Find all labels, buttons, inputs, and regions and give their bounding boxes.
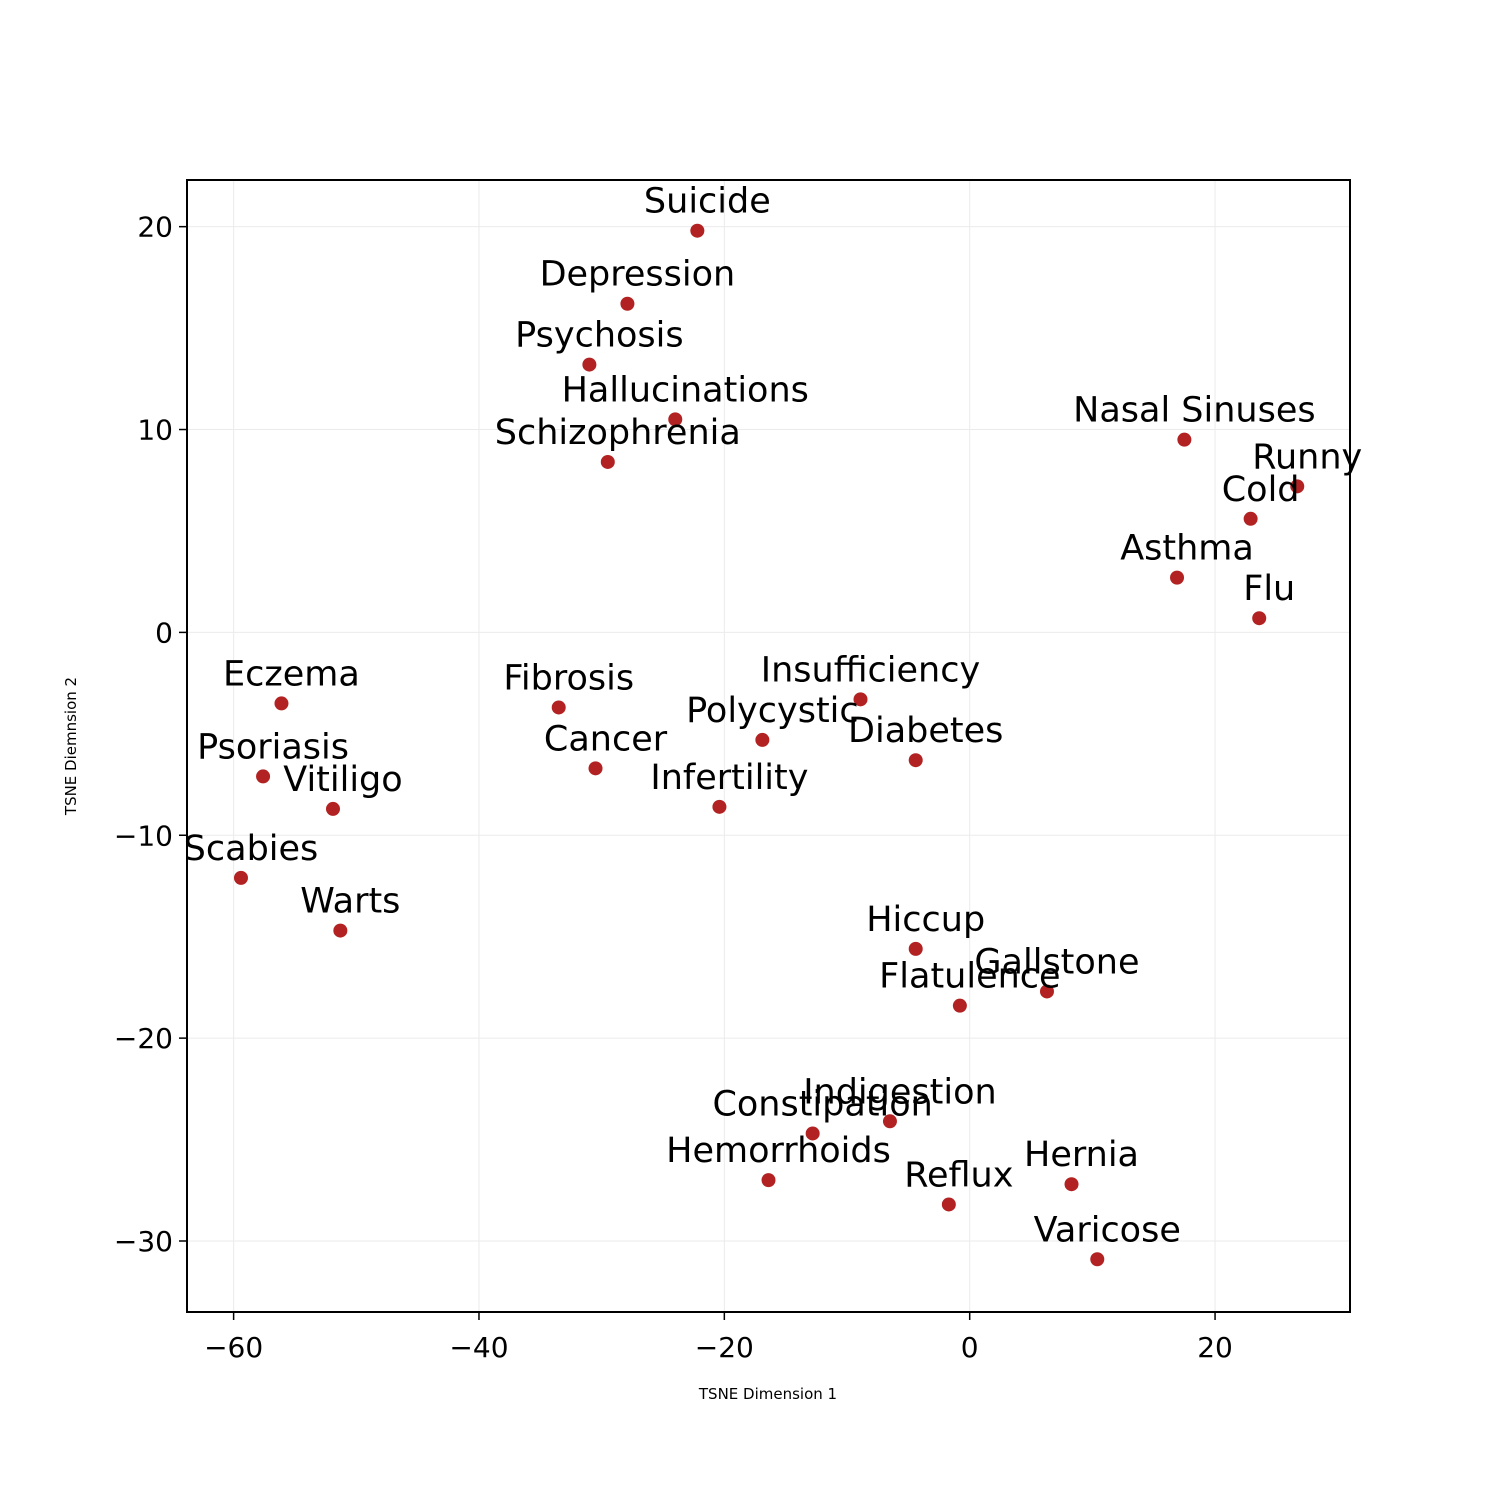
point-label: Hallucinations xyxy=(562,370,809,410)
data-point xyxy=(1064,1177,1079,1192)
data-point xyxy=(941,1197,956,1212)
x-tick-label: −40 xyxy=(449,1331,508,1364)
point-label: Flatulence xyxy=(879,957,1060,997)
y-tick-label: 10 xyxy=(137,414,173,447)
point-label: Diabetes xyxy=(848,711,1003,751)
data-point xyxy=(233,870,248,885)
data-point xyxy=(1177,432,1192,447)
point-label: Scabies xyxy=(184,829,319,869)
data-point xyxy=(908,941,923,956)
point-label: Vitiligo xyxy=(283,760,402,800)
point-label: Indigestion xyxy=(803,1072,996,1112)
point-label: Flu xyxy=(1243,569,1295,609)
y-tick-label: 0 xyxy=(155,616,173,649)
data-point xyxy=(1243,511,1258,526)
data-point xyxy=(333,923,348,938)
point-label: Cancer xyxy=(544,719,668,759)
data-point xyxy=(620,296,635,311)
point-label: Polycystic xyxy=(686,691,859,731)
point-label: Psoriasis xyxy=(197,727,349,767)
point-label: Eczema xyxy=(223,654,360,694)
data-point xyxy=(805,1126,820,1141)
point-label: Depression xyxy=(540,255,736,295)
x-tick-label: −20 xyxy=(695,1331,754,1364)
y-tick-label: 20 xyxy=(137,211,173,244)
data-point xyxy=(908,753,923,768)
data-point xyxy=(325,801,340,816)
data-points xyxy=(233,223,1305,1267)
point-label: Hiccup xyxy=(866,900,985,940)
x-tick-label: 20 xyxy=(1197,1331,1233,1364)
point-label: Cold xyxy=(1222,470,1300,510)
x-axis-title: TSNE Dimension 1 xyxy=(698,1385,837,1403)
y-tick-label: −10 xyxy=(114,819,173,852)
point-labels: Suicide Depression Psychosis Hallucinations… xyxy=(184,182,1363,1251)
data-point xyxy=(588,761,603,776)
y-tick-label: −30 xyxy=(114,1225,173,1258)
point-label: Reflux xyxy=(904,1155,1013,1195)
point-label: Schizophrenia xyxy=(495,413,741,453)
data-point xyxy=(690,223,705,238)
y-tick-label: −20 xyxy=(114,1022,173,1055)
point-label: Constipation xyxy=(712,1084,932,1124)
y-axis-title: TSNE Diemnsion 2 xyxy=(62,677,80,816)
point-label: Fibrosis xyxy=(503,658,634,698)
point-label: Warts xyxy=(300,882,400,922)
point-label: Hernia xyxy=(1024,1135,1139,1175)
point-label: Nasal Sinuses xyxy=(1073,391,1315,431)
point-label: Runny xyxy=(1252,437,1362,477)
data-point xyxy=(1290,479,1305,494)
data-point xyxy=(1090,1252,1105,1267)
data-point xyxy=(551,700,566,715)
point-label: Asthma xyxy=(1120,529,1254,569)
x-tick-label: −60 xyxy=(204,1331,263,1364)
data-point xyxy=(1252,611,1267,626)
data-point xyxy=(256,769,271,784)
point-label: Insufficiency xyxy=(761,650,980,690)
data-point xyxy=(853,692,868,707)
data-point xyxy=(1039,984,1054,999)
data-point xyxy=(755,732,770,747)
data-point xyxy=(600,454,615,469)
data-point xyxy=(761,1173,776,1188)
data-point xyxy=(882,1114,897,1129)
point-label: Suicide xyxy=(644,182,771,222)
grid-lines xyxy=(187,180,1350,1312)
point-label: Infertility xyxy=(650,758,808,798)
data-point xyxy=(952,998,967,1013)
x-axis-ticks: −60 −40 −20 0 20 xyxy=(204,1312,1233,1364)
x-tick-label: 0 xyxy=(961,1331,979,1364)
point-label: Varicose xyxy=(1034,1210,1181,1250)
data-point xyxy=(582,357,597,372)
data-point xyxy=(1170,570,1185,585)
point-label: Psychosis xyxy=(515,316,683,356)
point-label: Gallstone xyxy=(974,942,1139,982)
y-axis-ticks: −30 −20 −10 0 10 20 xyxy=(114,211,187,1258)
point-label: Hemorrhoids xyxy=(666,1131,891,1171)
data-point xyxy=(274,696,289,711)
plot-frame xyxy=(186,179,1351,1313)
data-point xyxy=(712,799,727,814)
data-point xyxy=(668,412,683,427)
